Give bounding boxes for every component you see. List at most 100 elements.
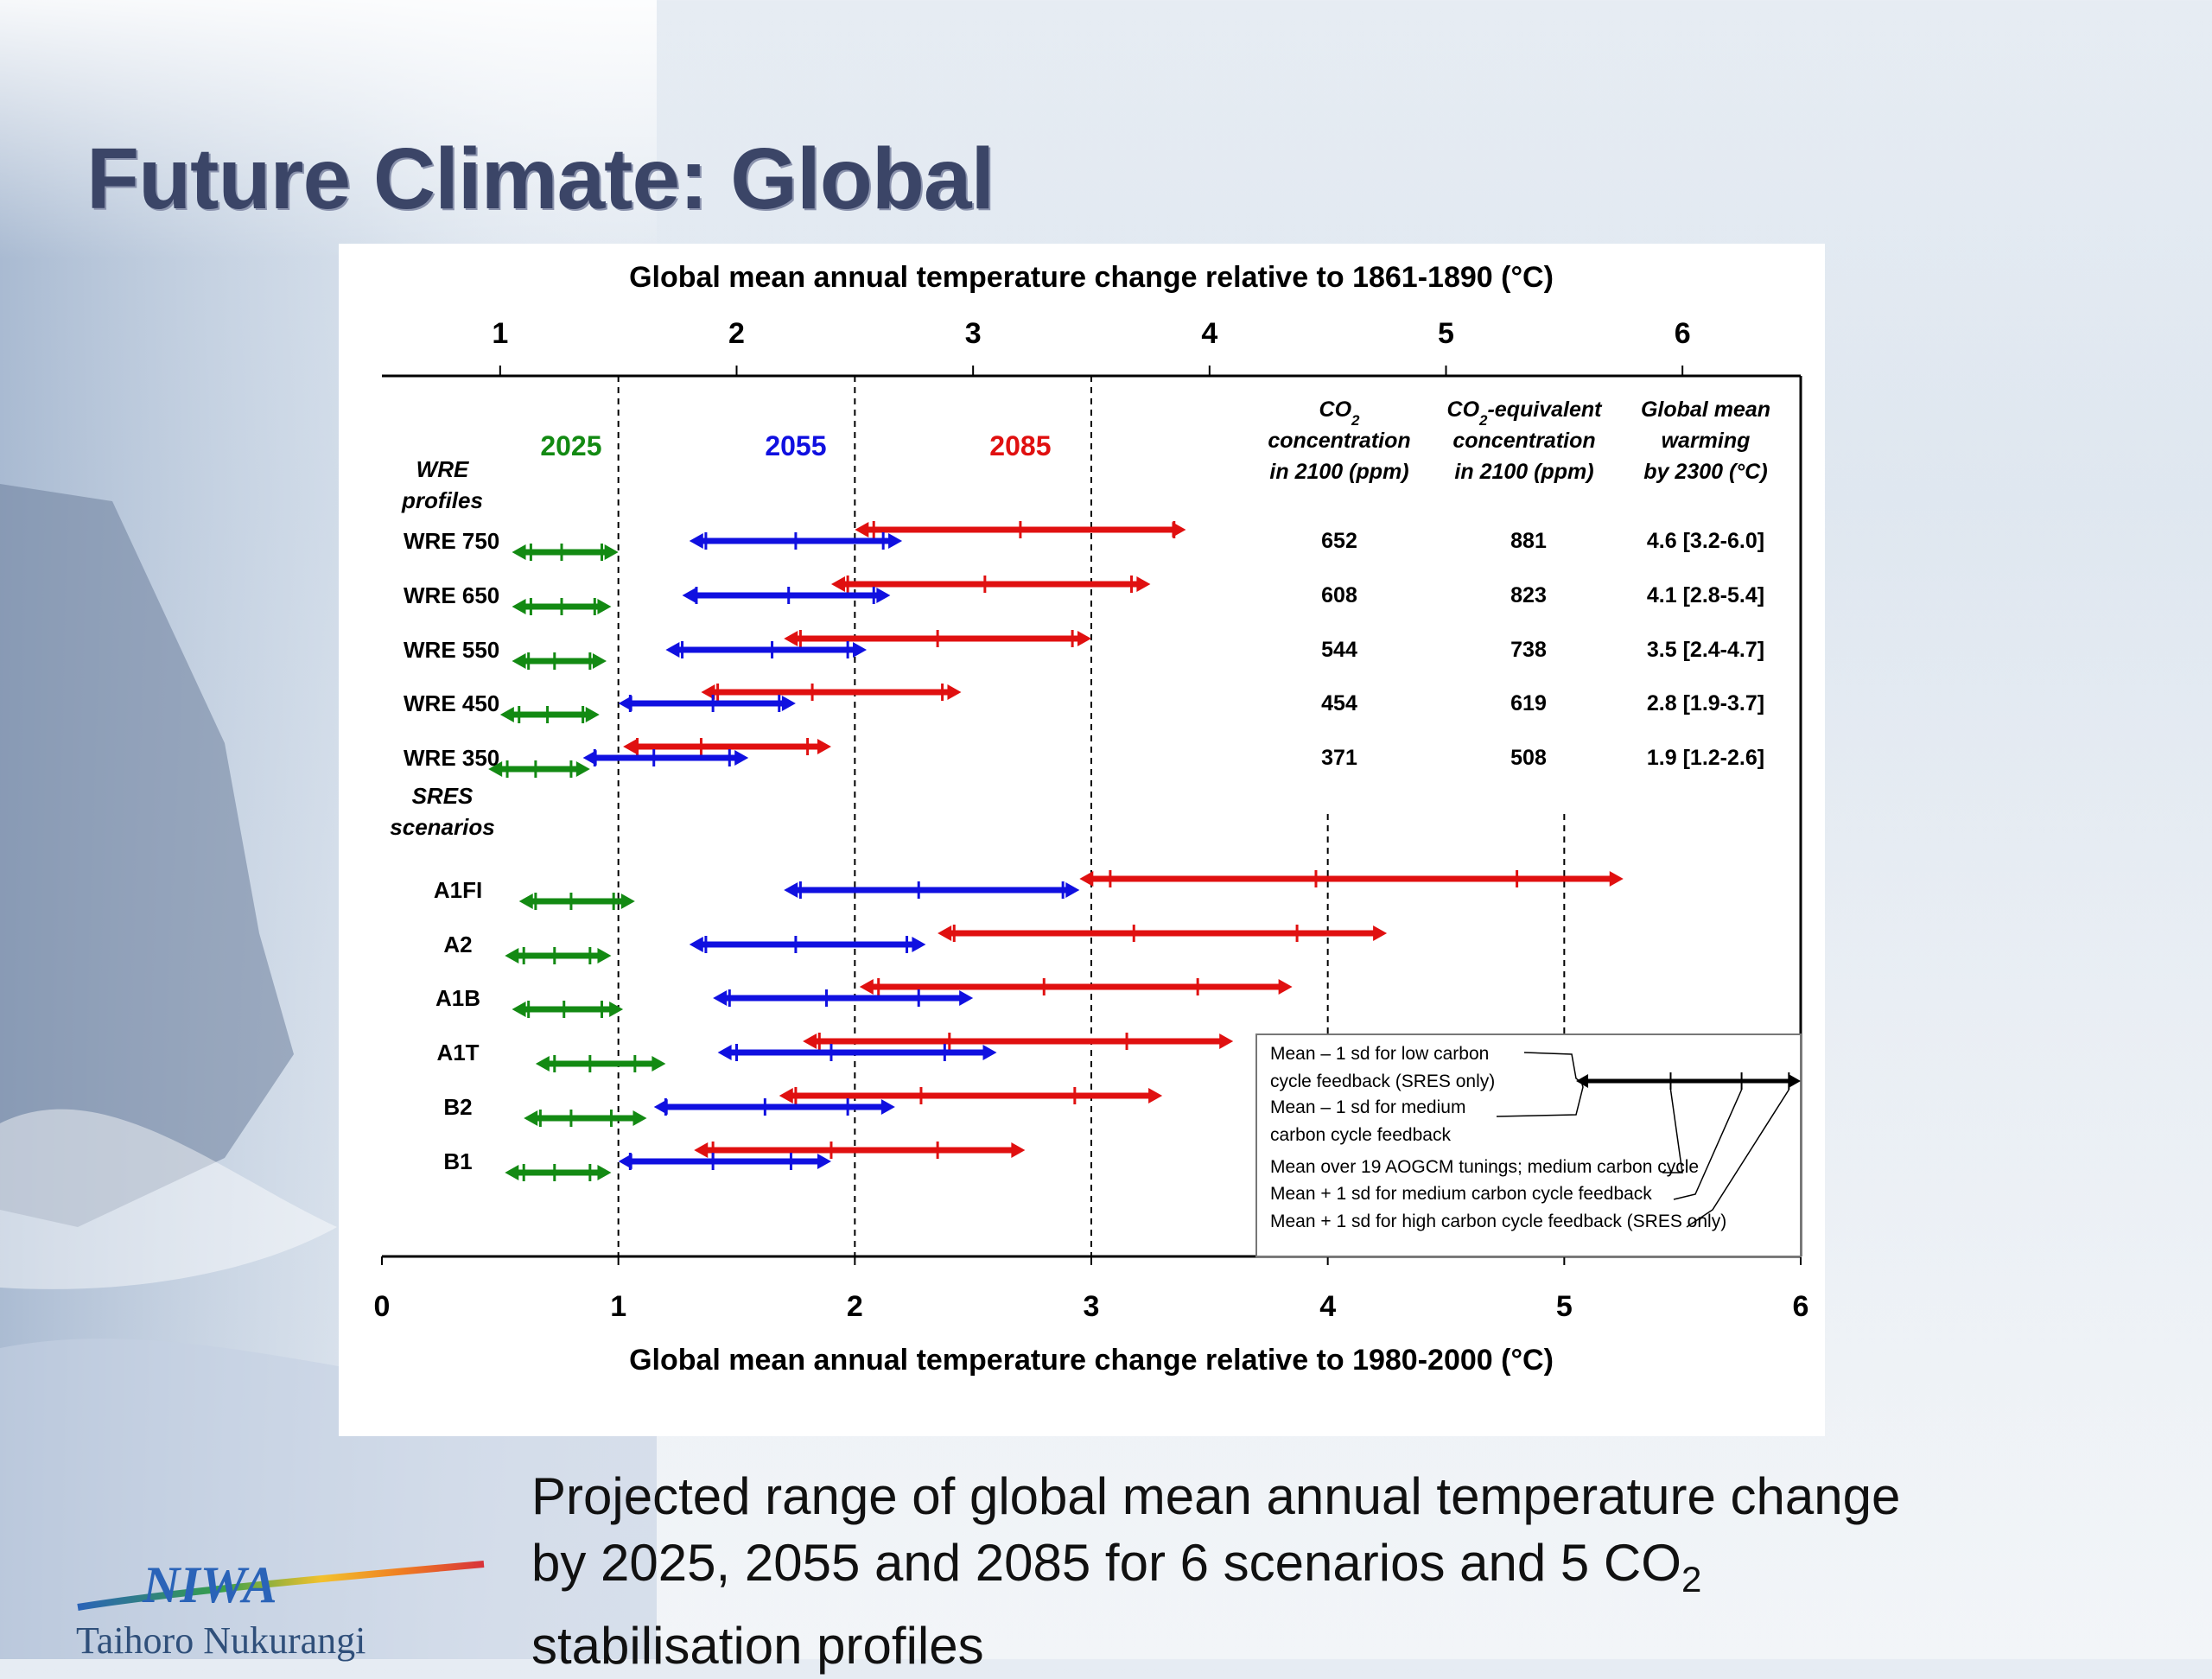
bar-2025-arrow-right	[585, 707, 600, 722]
row-label: WRE 450	[404, 690, 499, 716]
bar-2085-arrow-right	[1148, 1088, 1163, 1103]
warming-value: 2.8 [1.9-3.7]	[1647, 691, 1764, 715]
bar-2025-arrow-left	[512, 544, 526, 560]
warming-value: 3.5 [2.4-4.7]	[1647, 638, 1764, 662]
column-header-line2: concentration	[1268, 429, 1410, 453]
co2eq-value: 823	[1510, 583, 1547, 607]
series-label-2055: 2055	[765, 430, 826, 461]
caption-line-1: Projected range of global mean annual te…	[531, 1467, 1901, 1525]
bar-2025-arrow-right	[620, 894, 635, 909]
temperature-range-chart: Global mean annual temperature change re…	[374, 261, 1809, 1377]
bar-2025-arrow-left	[505, 1165, 519, 1180]
bar-2085-arrow-left	[694, 1142, 709, 1158]
column-header-line1: CO2-equivalent	[1447, 397, 1604, 429]
legend-item-text: Mean + 1 sd for high carbon cycle feedba…	[1270, 1212, 1726, 1231]
legend-leader	[1673, 1089, 1743, 1200]
bar-2055-arrow-right	[880, 1099, 895, 1115]
bar-2055-arrow-left	[689, 937, 703, 952]
bar-2055-arrow-right	[853, 642, 868, 658]
bar-2085-arrow-left	[855, 522, 869, 537]
bar-2055-arrow-right	[734, 750, 749, 766]
bar-2085-arrow-left	[938, 925, 952, 941]
bar-2025-arrow-right	[575, 761, 590, 777]
bottom-tick-label: 3	[1084, 1290, 1100, 1323]
bar-2055-arrow-left	[653, 1099, 668, 1115]
co2-value: 371	[1321, 746, 1357, 770]
bar-2025-arrow-right	[597, 1165, 612, 1180]
bar-2025-arrow-left	[512, 599, 526, 614]
group-label: WRE	[416, 456, 469, 482]
column-header-line2: concentration	[1452, 429, 1595, 453]
bar-2025-arrow-right	[652, 1056, 666, 1072]
co2-value: 544	[1321, 638, 1357, 662]
niwa-logo: NIWA Taihoro Nukurangi	[69, 1547, 518, 1662]
co2-value: 652	[1321, 529, 1357, 553]
bar-2055-arrow-right	[959, 990, 974, 1006]
series-label-2025: 2025	[540, 430, 601, 461]
bar-2085-arrow-left	[784, 631, 798, 646]
co2-value: 608	[1321, 583, 1357, 607]
caption-line-3: stabilisation profiles	[531, 1617, 984, 1675]
chart-panel: Global mean annual temperature change re…	[339, 244, 1825, 1436]
bottom-tick-label: 5	[1556, 1290, 1573, 1323]
figure-caption: Projected range of global mean annual te…	[531, 1463, 2087, 1679]
bar-2025-arrow-right	[597, 599, 612, 614]
bottom-axis-title: Global mean annual temperature change re…	[629, 1344, 1554, 1377]
row-label: A1T	[436, 1040, 479, 1065]
row-label: A1FI	[434, 877, 482, 903]
niwa-logo-art: NIWA	[77, 1556, 485, 1613]
legend-box	[1255, 1033, 1802, 1257]
caption-line-2-text: by 2025, 2055 and 2085 for 6 scenarios a…	[531, 1534, 1681, 1592]
bar-2025-arrow-left	[488, 761, 503, 777]
warming-value: 4.1 [2.8-5.4]	[1647, 583, 1764, 607]
bottom-tick-label: 2	[847, 1290, 863, 1323]
row-label: A2	[443, 932, 472, 957]
bar-2055-arrow-right	[1065, 882, 1080, 898]
bar-2025-arrow-right	[609, 1002, 624, 1017]
legend-leader	[1662, 1089, 1683, 1173]
bar-2085-arrow-left	[701, 684, 715, 700]
bar-2085-arrow-left	[623, 739, 638, 754]
bar-2025-arrow-right	[597, 948, 612, 964]
bar-2055-arrow-left	[682, 588, 696, 603]
bar-2055-arrow-left	[713, 990, 728, 1006]
bar-2085-arrow-right	[1077, 631, 1091, 646]
column-header-line2: warming	[1662, 429, 1751, 453]
bar-2025-arrow-left	[535, 1056, 550, 1072]
bar-2085-arrow-left	[859, 979, 874, 995]
bar-2085-arrow-right	[947, 684, 962, 700]
logo-tagline: Taihoro Nukurangi	[76, 1619, 366, 1662]
bar-2085-arrow-left	[1079, 871, 1094, 887]
series-label-2085: 2085	[989, 430, 1051, 461]
page-title: Future Climate: Global	[86, 130, 995, 227]
bar-2085-arrow-left	[830, 576, 845, 592]
bar-2085-arrow-left	[803, 1033, 817, 1049]
column-header-line3: in 2100 (ppm)	[1269, 460, 1408, 484]
legend-item-text: cycle feedback (SRES only)	[1270, 1072, 1495, 1091]
bar-2055-arrow-right	[982, 1045, 997, 1060]
bottom-tick-label: 0	[374, 1290, 391, 1323]
warming-value: 1.9 [1.2-2.6]	[1647, 746, 1764, 770]
bar-2055-arrow-right	[876, 588, 891, 603]
row-label: WRE 550	[404, 637, 499, 663]
bar-2025-arrow-right	[632, 1110, 647, 1126]
bar-2055-arrow-left	[618, 696, 632, 711]
bar-2055-arrow-left	[618, 1154, 632, 1169]
bar-2025-arrow-left	[518, 894, 533, 909]
bar-2085-arrow-right	[1373, 925, 1388, 941]
caption-subscript: 2	[1681, 1559, 1702, 1600]
bar-2055-arrow-left	[582, 750, 597, 766]
top-tick-label: 2	[728, 317, 745, 350]
bar-2025-arrow-left	[512, 1002, 526, 1017]
bar-2085-arrow-right	[1219, 1033, 1234, 1049]
bar-2055-arrow-right	[817, 1154, 831, 1169]
co2eq-value: 619	[1510, 691, 1547, 715]
co2-value: 454	[1321, 691, 1357, 715]
bar-2055-arrow-right	[888, 533, 903, 549]
bar-2085-arrow-right	[1172, 522, 1186, 537]
legend-leader	[1496, 1080, 1584, 1117]
bar-2055-arrow-right	[912, 937, 926, 952]
bar-2055-arrow-left	[665, 642, 680, 658]
bar-2085-arrow-right	[1609, 871, 1624, 887]
legend-item-text: Mean – 1 sd for low carbon	[1270, 1044, 1489, 1064]
